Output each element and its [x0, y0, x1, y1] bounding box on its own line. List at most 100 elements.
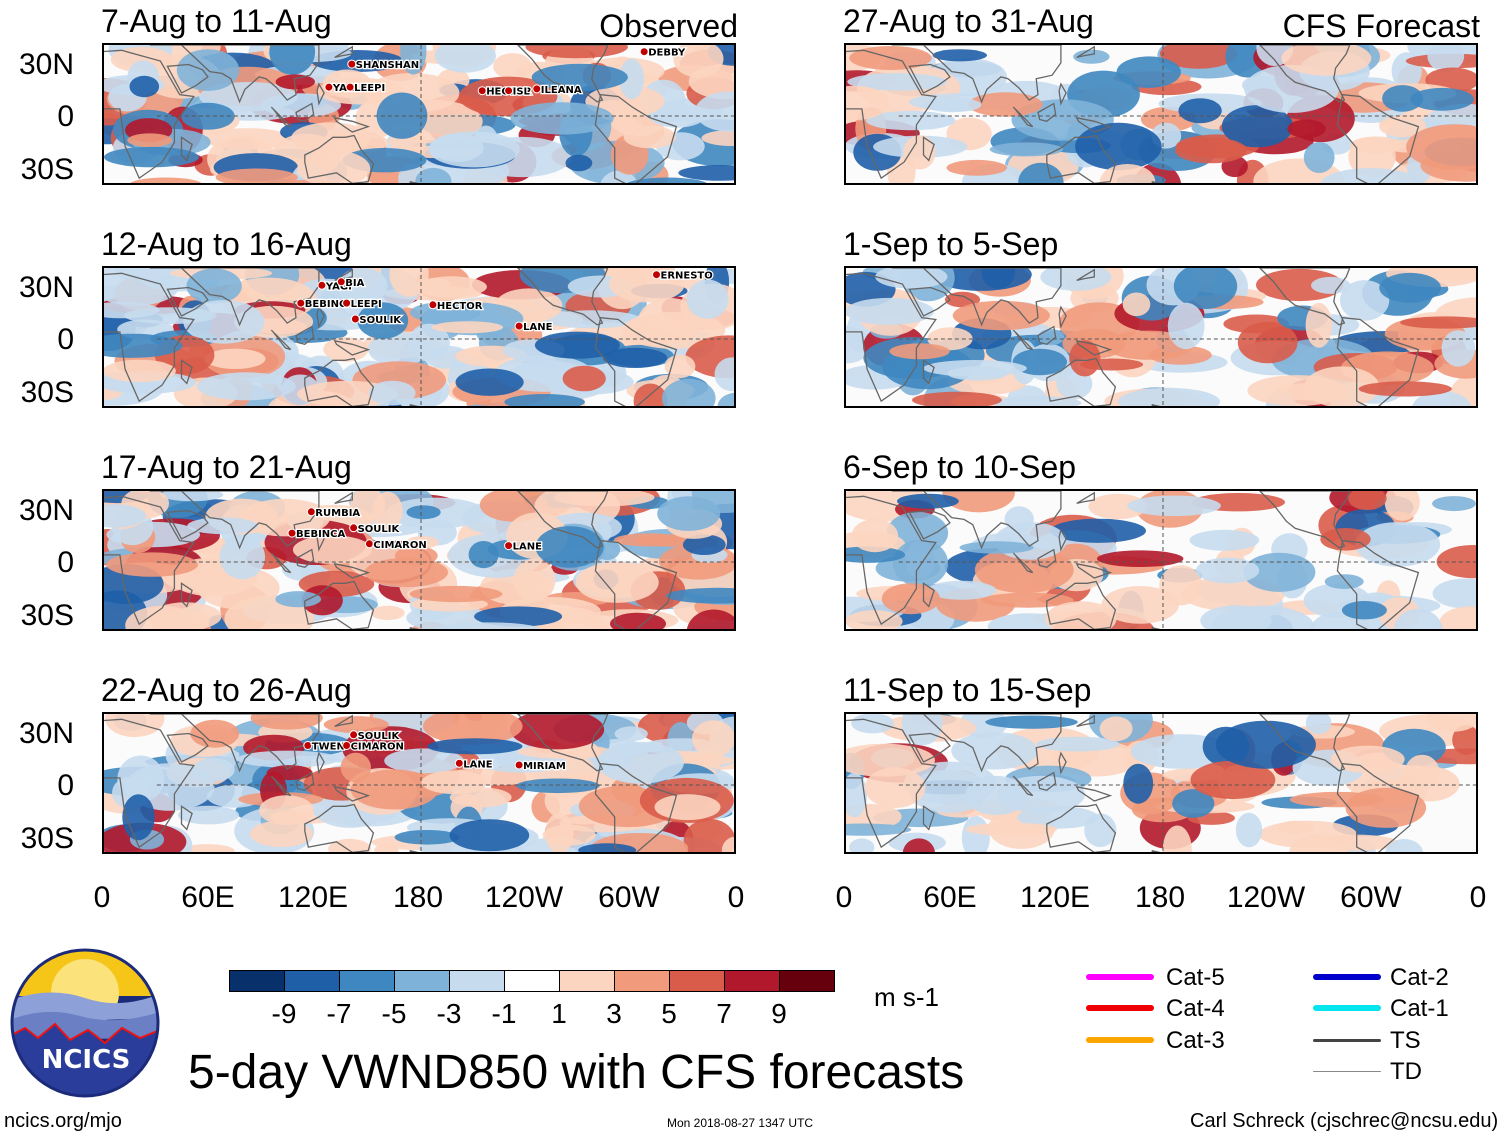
- storm-marker: [639, 47, 649, 57]
- storm-marker: [342, 741, 352, 750]
- panel-title-fc-2: 1-Sep to 5-Sep: [843, 226, 1059, 262]
- anomaly-blob: [372, 491, 403, 531]
- anomaly-blob: [664, 354, 696, 379]
- coastline: [1075, 562, 1113, 579]
- map-panel-fc-2: [844, 266, 1478, 408]
- coastline: [594, 316, 678, 406]
- coastline: [1258, 268, 1351, 326]
- anomaly-blob: [1438, 606, 1476, 629]
- coastline: [316, 751, 325, 775]
- coastline: [846, 49, 937, 180]
- anomaly-blob: [692, 720, 734, 758]
- anomaly-blob: [942, 491, 1015, 513]
- coastline: [149, 268, 320, 327]
- anomaly-blob: [686, 609, 734, 629]
- anomaly-blob: [127, 133, 173, 148]
- anomaly-blob: [1384, 491, 1420, 521]
- ytick-label: 30N: [18, 48, 74, 81]
- units-label: m s-1: [874, 982, 939, 1012]
- coastline: [1037, 771, 1057, 792]
- coastline: [1075, 116, 1113, 133]
- anomaly-blob: [946, 159, 1007, 176]
- anomaly-blob: [180, 844, 235, 852]
- storm-label: YAGI: [325, 281, 352, 292]
- anomaly-blob: [400, 45, 427, 75]
- storm-label: MIRIAM: [523, 761, 566, 772]
- anomaly-blob: [985, 715, 1078, 729]
- xtick-label: 60E: [181, 881, 235, 914]
- colorbar-tick-label: 7: [716, 998, 732, 1029]
- storm-label: BIA: [345, 278, 364, 289]
- anomaly-blob: [1379, 115, 1427, 138]
- legend-label-td: TD: [1390, 1058, 1422, 1085]
- coastline: [270, 329, 292, 351]
- coastline: [891, 714, 1062, 773]
- anomaly-blob: [1304, 366, 1380, 406]
- anomaly-blob: [431, 321, 504, 334]
- anomaly-blob: [449, 819, 530, 852]
- storm-label: LEEPI: [354, 83, 385, 94]
- anomaly-blob: [609, 268, 685, 303]
- anomaly-blob: [1382, 85, 1424, 112]
- coastline: [1075, 785, 1113, 802]
- colorbar-swatch: [284, 970, 340, 992]
- colorbar-swatch: [724, 970, 780, 992]
- legend-label-cat5: Cat-5: [1166, 964, 1225, 991]
- footer-url[interactable]: ncics.org/mjo: [4, 1110, 122, 1132]
- anomaly-blob: [474, 606, 563, 627]
- anomaly-blob: [394, 546, 438, 566]
- xtick-label: 120E: [277, 881, 349, 914]
- anomaly-blob: [1355, 522, 1441, 567]
- coastline: [270, 106, 292, 128]
- anomaly-blob: [1244, 64, 1339, 113]
- anomaly-blob: [1303, 142, 1335, 173]
- anomaly-blob: [851, 714, 894, 734]
- anomaly-blob: [104, 146, 199, 168]
- anomaly-blob: [847, 73, 947, 91]
- coastline: [1336, 316, 1420, 406]
- coastline: [1058, 305, 1067, 329]
- anomaly-blob: [1162, 825, 1192, 852]
- coastline: [846, 495, 937, 626]
- storm-label: CIMARON: [373, 540, 426, 551]
- anomaly-blob: [350, 769, 439, 810]
- map-panel-obs-4: SOULIK TWEN CIMARON LANE MIRIAM: [102, 712, 736, 854]
- anomaly-blob: [534, 331, 620, 359]
- coastline: [1336, 539, 1420, 629]
- anomaly-blob: [125, 605, 200, 629]
- xtick-label: 0: [835, 881, 853, 914]
- anomaly-blob: [105, 714, 165, 738]
- storm-marker: [514, 760, 524, 770]
- xtick-label: 180: [1134, 881, 1186, 914]
- storm-label: ISL: [513, 87, 531, 98]
- main-title: 5-day VWND850 with CFS forecasts: [188, 1046, 965, 1099]
- storm-marker: [349, 523, 359, 533]
- anomaly-blob: [981, 268, 1015, 289]
- legend-label-cat2: Cat-2: [1390, 964, 1449, 991]
- anomaly-blob: [575, 561, 659, 603]
- anomaly-blob: [1172, 789, 1215, 818]
- coastline: [1012, 552, 1034, 574]
- anomaly-blob: [1345, 787, 1427, 828]
- ytick-label: 0: [57, 546, 74, 579]
- coastline: [1058, 751, 1067, 775]
- xtick-label: 60E: [923, 881, 977, 914]
- anomaly-blob: [199, 82, 299, 112]
- storm-marker: [336, 277, 346, 287]
- coastline: [1076, 268, 1095, 282]
- storm-marker: [652, 270, 661, 280]
- anomaly-blob: [1118, 387, 1221, 406]
- anomaly-blob: [266, 765, 313, 781]
- coastline: [1258, 45, 1351, 103]
- anomaly-blob: [340, 752, 371, 783]
- anomaly-blob: [1215, 720, 1316, 769]
- legend-label-ts: TS: [1390, 1027, 1421, 1054]
- footer-timestamp: Mon 2018-08-27 1347 UTC: [667, 1116, 814, 1130]
- coastline: [922, 359, 935, 385]
- storm-label: ILEANA: [541, 85, 582, 96]
- map-panel-obs-1: SHANSHANYAGILEEPIHECTORISLILEANADEBBY: [102, 43, 736, 185]
- panel-title-fc-3: 6-Sep to 10-Sep: [843, 449, 1077, 485]
- colorbar-tick-label: 9: [771, 998, 787, 1029]
- anomaly-blob: [1075, 122, 1162, 171]
- anomaly-blob: [1097, 550, 1184, 567]
